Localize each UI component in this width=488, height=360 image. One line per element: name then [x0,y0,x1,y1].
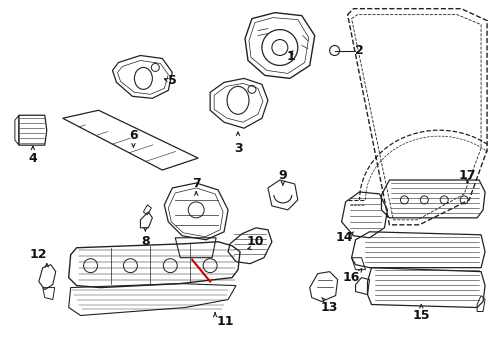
Text: 6: 6 [129,129,138,142]
Text: 15: 15 [412,309,429,322]
Text: 9: 9 [278,168,286,181]
Text: 14: 14 [335,231,353,244]
Text: 1: 1 [286,50,295,63]
Text: 2: 2 [354,44,363,57]
Text: 7: 7 [191,177,200,190]
Text: 4: 4 [28,152,37,165]
Text: 5: 5 [167,74,176,87]
Text: 16: 16 [342,271,360,284]
Text: 12: 12 [30,248,47,261]
Text: 3: 3 [233,141,242,155]
Text: 10: 10 [245,235,263,248]
Text: 8: 8 [141,235,149,248]
Text: 17: 17 [457,168,475,181]
Text: 11: 11 [216,315,233,328]
Text: 13: 13 [320,301,338,314]
